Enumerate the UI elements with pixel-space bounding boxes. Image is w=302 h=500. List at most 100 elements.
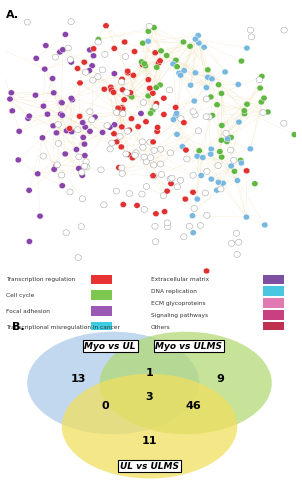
Circle shape xyxy=(118,144,124,150)
Circle shape xyxy=(79,172,85,178)
Circle shape xyxy=(26,188,32,194)
Circle shape xyxy=(203,114,209,119)
Text: Transcription regulation: Transcription regulation xyxy=(6,277,75,282)
Circle shape xyxy=(182,196,188,202)
Circle shape xyxy=(150,173,156,178)
Circle shape xyxy=(152,50,158,56)
Circle shape xyxy=(37,213,43,219)
Circle shape xyxy=(147,139,153,145)
Circle shape xyxy=(237,158,244,164)
Text: Cell cycle: Cell cycle xyxy=(6,293,34,298)
Circle shape xyxy=(123,151,129,157)
Circle shape xyxy=(130,72,137,78)
Circle shape xyxy=(95,39,101,45)
Circle shape xyxy=(243,168,250,174)
Circle shape xyxy=(173,110,180,116)
Circle shape xyxy=(198,172,204,178)
Circle shape xyxy=(101,86,108,92)
Circle shape xyxy=(164,220,171,226)
Text: Myo vs ULMS: Myo vs ULMS xyxy=(155,342,222,350)
Circle shape xyxy=(218,138,225,143)
Circle shape xyxy=(218,90,225,96)
Circle shape xyxy=(192,36,199,42)
Circle shape xyxy=(184,156,190,162)
Circle shape xyxy=(120,202,127,207)
Circle shape xyxy=(63,230,69,235)
Circle shape xyxy=(154,124,161,130)
Circle shape xyxy=(190,190,196,195)
Circle shape xyxy=(228,240,235,246)
Circle shape xyxy=(134,202,140,208)
Circle shape xyxy=(170,116,177,122)
Circle shape xyxy=(128,116,135,121)
Circle shape xyxy=(190,230,196,235)
Circle shape xyxy=(247,146,253,152)
Circle shape xyxy=(120,110,126,116)
Circle shape xyxy=(119,76,125,82)
Circle shape xyxy=(260,110,266,116)
Circle shape xyxy=(161,112,167,117)
Circle shape xyxy=(99,130,106,136)
Circle shape xyxy=(120,106,126,112)
Circle shape xyxy=(215,180,222,186)
Circle shape xyxy=(50,76,56,82)
Circle shape xyxy=(98,167,104,173)
Circle shape xyxy=(77,80,83,86)
Circle shape xyxy=(209,112,216,118)
Circle shape xyxy=(203,268,210,274)
Circle shape xyxy=(252,180,258,186)
Circle shape xyxy=(244,101,250,107)
Circle shape xyxy=(135,124,141,130)
Circle shape xyxy=(40,103,47,109)
Circle shape xyxy=(141,206,147,212)
Circle shape xyxy=(143,158,149,164)
Circle shape xyxy=(231,168,238,174)
Circle shape xyxy=(90,77,96,83)
Circle shape xyxy=(83,159,89,164)
Circle shape xyxy=(158,172,165,177)
Circle shape xyxy=(151,173,157,179)
Text: 9: 9 xyxy=(217,374,224,384)
Circle shape xyxy=(147,154,154,160)
Circle shape xyxy=(140,100,147,105)
Circle shape xyxy=(119,124,125,130)
Circle shape xyxy=(86,68,92,73)
Circle shape xyxy=(194,154,201,159)
Circle shape xyxy=(281,120,287,126)
Circle shape xyxy=(124,128,131,134)
Circle shape xyxy=(139,191,145,197)
Circle shape xyxy=(154,128,160,134)
Circle shape xyxy=(178,116,184,121)
Circle shape xyxy=(220,180,226,186)
Circle shape xyxy=(84,164,90,170)
Circle shape xyxy=(158,146,164,152)
Circle shape xyxy=(157,161,164,167)
Circle shape xyxy=(168,180,174,186)
Circle shape xyxy=(122,54,129,60)
Circle shape xyxy=(62,32,69,38)
Circle shape xyxy=(241,108,247,114)
Circle shape xyxy=(218,154,225,160)
Text: A.: A. xyxy=(6,10,19,20)
Circle shape xyxy=(196,148,202,154)
Circle shape xyxy=(44,111,51,117)
Circle shape xyxy=(231,158,237,164)
Circle shape xyxy=(188,82,194,88)
Text: Extracellular matrix: Extracellular matrix xyxy=(151,277,209,282)
Circle shape xyxy=(174,132,180,138)
Circle shape xyxy=(265,109,271,115)
Text: 1: 1 xyxy=(146,368,153,378)
Circle shape xyxy=(132,152,138,158)
Circle shape xyxy=(167,150,174,156)
Text: Transcriptional misregulation in cancer: Transcriptional misregulation in cancer xyxy=(6,325,120,330)
Circle shape xyxy=(109,140,115,146)
Text: ECM glycoproteins: ECM glycoproteins xyxy=(151,301,206,306)
Circle shape xyxy=(235,82,241,87)
Circle shape xyxy=(145,38,151,44)
Circle shape xyxy=(157,58,163,64)
Circle shape xyxy=(218,186,224,192)
Circle shape xyxy=(256,77,262,83)
Text: Myo vs UL: Myo vs UL xyxy=(85,342,136,350)
Circle shape xyxy=(161,96,167,101)
Circle shape xyxy=(291,132,297,138)
